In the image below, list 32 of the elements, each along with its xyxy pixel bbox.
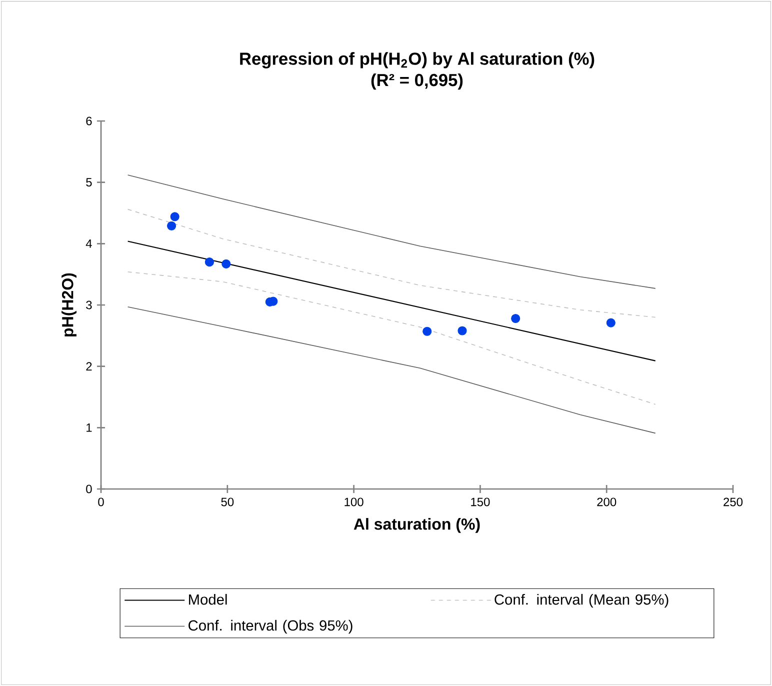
y-tick-label: 0 (86, 484, 92, 494)
line-series (127, 174, 656, 289)
legend-label: Conf. interval (Obs 95%) (188, 620, 352, 634)
point (222, 259, 231, 268)
x-tick-label: 0 (98, 498, 104, 506)
y-axis-title: pH(H2O) (62, 273, 76, 336)
y-tick-label: 3 (86, 300, 92, 310)
y-tick-label: 4 (86, 240, 92, 248)
y-tick-label: 5 (86, 178, 92, 187)
chart-subtitle: (R² = 0,695) (371, 73, 463, 90)
point (422, 326, 432, 336)
point (167, 221, 176, 230)
x-axis-title: Al saturation (%) (354, 518, 480, 533)
legend-label: Conf. interval (Mean 95%) (494, 594, 668, 608)
chart-title: Regression of pH(H$_{2}$O) by Al saturation (%) (240, 52, 594, 68)
line-series (127, 271, 656, 405)
point (458, 326, 467, 336)
y-tick-label: 6 (86, 116, 92, 126)
y-tick-label: 1 (86, 424, 92, 432)
line-series (127, 208, 656, 318)
y-tick-label: 2 (86, 362, 92, 371)
point (511, 314, 520, 324)
line-series (127, 306, 656, 434)
x-tick-label: 50 (221, 498, 234, 506)
point (204, 258, 214, 267)
legend-label: Model (189, 594, 227, 605)
point (170, 212, 180, 222)
x-tick-label: 100 (344, 498, 364, 506)
x-tick-label: 200 (597, 498, 616, 506)
point (606, 318, 616, 328)
x-tick-label: 150 (471, 498, 490, 506)
x-tick-label: 250 (724, 498, 743, 506)
